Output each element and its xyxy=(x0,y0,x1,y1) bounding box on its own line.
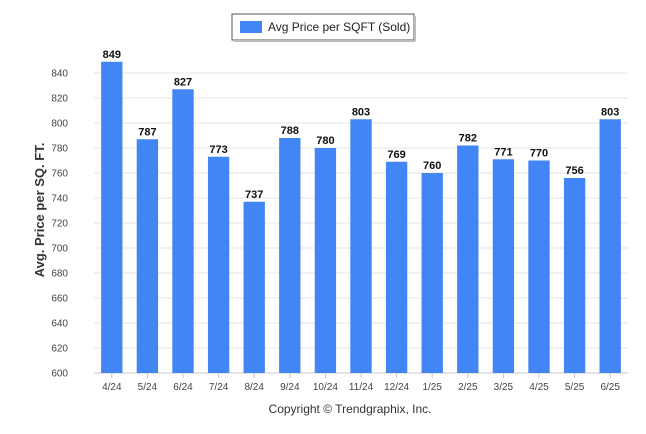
x-tick-label: 10/24 xyxy=(313,382,338,393)
legend-swatch xyxy=(240,21,262,33)
x-tick-label: 5/24 xyxy=(138,382,158,393)
bar xyxy=(492,159,515,373)
bar-value-label: 771 xyxy=(494,146,512,158)
x-tick-label: 7/24 xyxy=(209,382,229,393)
bar-value-label: 760 xyxy=(423,160,441,172)
bar xyxy=(528,160,550,373)
y-tick-label: 760 xyxy=(51,169,68,180)
y-tick-label: 600 xyxy=(51,369,68,380)
legend: Avg Price per SQFT (Sold) xyxy=(231,13,416,42)
x-tick-label: 1/25 xyxy=(422,382,442,393)
bar xyxy=(136,139,159,373)
bar-value-label: 773 xyxy=(209,144,227,156)
y-tick-label: 800 xyxy=(51,119,68,130)
y-tick-label: 840 xyxy=(51,69,68,80)
bar xyxy=(350,119,372,373)
bar xyxy=(207,156,230,373)
x-tick-label: 4/24 xyxy=(102,382,122,393)
bar-value-label: 782 xyxy=(459,133,477,145)
legend-box xyxy=(231,13,415,41)
y-tick-label: 660 xyxy=(51,294,68,305)
bar-value-label: 803 xyxy=(352,106,370,118)
bar xyxy=(599,119,621,373)
y-axis-title: Avg. Price per SQ. FT. xyxy=(32,143,47,278)
x-tick-label: 4/25 xyxy=(529,382,549,393)
x-tick-label: 6/25 xyxy=(600,382,620,393)
x-tick-label: 2/25 xyxy=(458,382,478,393)
x-tick-label: 6/24 xyxy=(173,382,193,393)
y-tick-label: 820 xyxy=(51,94,68,105)
bar-value-label: 737 xyxy=(245,189,263,201)
bar xyxy=(421,173,443,373)
x-tick-label: 8/24 xyxy=(244,382,264,393)
y-tick-label: 700 xyxy=(51,244,68,255)
x-tick-label: 3/25 xyxy=(494,382,514,393)
bar-value-label: 770 xyxy=(530,148,548,160)
y-tick-label: 620 xyxy=(51,344,68,355)
bar-value-label: 756 xyxy=(565,165,583,177)
bar xyxy=(243,201,265,373)
copyright-credit: Copyright © Trendgraphix, Inc. xyxy=(269,402,432,416)
bar-value-label: 849 xyxy=(103,49,121,61)
bar xyxy=(101,61,123,373)
bar xyxy=(279,138,301,373)
bar xyxy=(457,145,479,373)
legend-label: Avg Price per SQFT (Sold) xyxy=(268,20,410,34)
bar-value-label: 769 xyxy=(387,149,405,161)
bar xyxy=(314,148,337,373)
x-tick-label: 11/24 xyxy=(349,382,374,393)
x-tick-label: 5/25 xyxy=(565,382,585,393)
y-tick-label: 740 xyxy=(51,194,68,205)
x-tick-label: 12/24 xyxy=(384,382,409,393)
bar-value-label: 788 xyxy=(281,125,299,137)
y-tick-label: 780 xyxy=(51,144,68,155)
y-axis-ticks: 600 620 640 660 680 700 720 740 760 780 800 820 840 xyxy=(51,69,68,380)
bar-value-label: 803 xyxy=(601,106,619,118)
bar-value-label: 827 xyxy=(174,76,192,88)
bars xyxy=(101,61,621,373)
bar xyxy=(563,178,586,373)
bar-value-labels: 849 787 827 773 737 788 780 803 769 760 782 771 770 7… xyxy=(103,49,620,201)
y-tick-label: 640 xyxy=(51,319,68,330)
bar-value-label: 780 xyxy=(316,135,334,147)
bar xyxy=(385,161,408,373)
x-axis-ticks: 4/24 5/24 6/24 7/24 8/24 9/24 10/24 11/24 12/24 1… xyxy=(102,373,620,393)
bar xyxy=(172,89,194,373)
x-tick-label: 9/24 xyxy=(280,382,300,393)
bar-value-label: 787 xyxy=(138,126,156,138)
y-tick-label: 680 xyxy=(51,269,68,280)
y-tick-label: 720 xyxy=(51,219,68,230)
